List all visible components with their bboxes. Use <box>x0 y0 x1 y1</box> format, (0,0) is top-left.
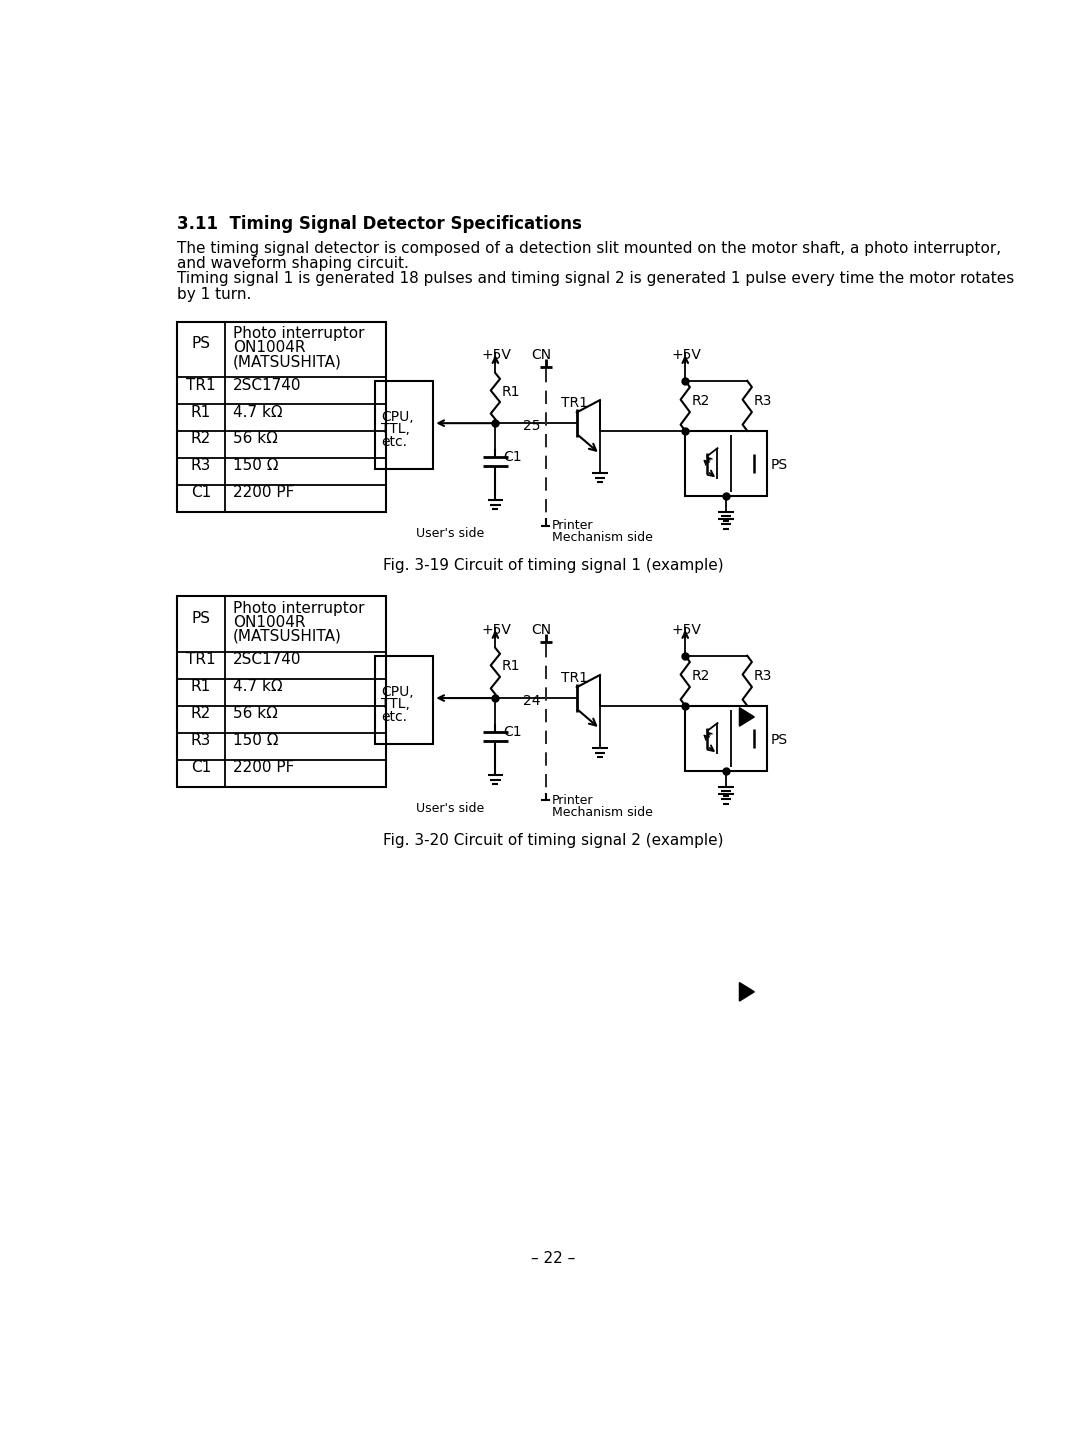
Text: User's side: User's side <box>416 527 484 540</box>
Text: Photo interruptor: Photo interruptor <box>232 326 364 342</box>
Text: 25: 25 <box>523 419 540 434</box>
Text: and waveform shaping circuit.: and waveform shaping circuit. <box>177 256 408 271</box>
Text: TTL,: TTL, <box>381 422 410 437</box>
Text: CN: CN <box>531 349 551 363</box>
Text: User's side: User's side <box>416 803 484 816</box>
Text: by 1 turn.: by 1 turn. <box>177 287 252 301</box>
Text: +5V: +5V <box>482 349 511 363</box>
Text: 2SC1740: 2SC1740 <box>232 653 301 667</box>
Text: Fig. 3-19 Circuit of timing signal 1 (example): Fig. 3-19 Circuit of timing signal 1 (ex… <box>383 558 724 574</box>
Bar <box>177 597 387 787</box>
Text: CPU,: CPU, <box>381 411 414 424</box>
Text: – 22 –: – 22 – <box>531 1251 576 1267</box>
Text: R1: R1 <box>501 660 521 673</box>
Text: Mechanism side: Mechanism side <box>552 806 652 818</box>
Text: 150 Ω: 150 Ω <box>232 458 279 474</box>
Text: 4.7 kΩ: 4.7 kΩ <box>232 679 282 695</box>
Text: Fig. 3-20 Circuit of timing signal 2 (example): Fig. 3-20 Circuit of timing signal 2 (ex… <box>383 833 724 847</box>
Text: Photo interruptor: Photo interruptor <box>232 601 364 617</box>
Text: R1: R1 <box>191 679 211 695</box>
Text: 56 kΩ: 56 kΩ <box>232 431 278 447</box>
Text: R3: R3 <box>754 395 772 408</box>
Text: 2200 PF: 2200 PF <box>232 761 294 775</box>
Text: TR1: TR1 <box>562 672 589 684</box>
Polygon shape <box>740 983 754 1001</box>
Text: +5V: +5V <box>672 349 701 363</box>
Text: ON1004R: ON1004R <box>232 340 306 356</box>
Text: C1: C1 <box>191 761 211 775</box>
Text: Mechanism side: Mechanism side <box>552 530 652 543</box>
Text: R1: R1 <box>501 385 521 399</box>
Text: R3: R3 <box>191 458 211 474</box>
Bar <box>375 380 433 470</box>
Text: C1: C1 <box>191 486 211 500</box>
Text: R3: R3 <box>191 733 211 748</box>
Text: +5V: +5V <box>482 624 511 637</box>
Text: ON1004R: ON1004R <box>232 615 306 630</box>
Text: 4.7 kΩ: 4.7 kΩ <box>232 405 282 419</box>
Text: TTL,: TTL, <box>381 697 410 712</box>
Text: The timing signal detector is composed of a detection slit mounted on the motor : The timing signal detector is composed o… <box>177 241 1001 255</box>
Text: PS: PS <box>191 336 211 352</box>
Text: +5V: +5V <box>672 624 701 637</box>
Text: 2SC1740: 2SC1740 <box>232 378 301 392</box>
Text: etc.: etc. <box>381 435 407 448</box>
Text: (MATSUSHITA): (MATSUSHITA) <box>232 354 341 369</box>
Text: 150 Ω: 150 Ω <box>232 733 279 748</box>
Text: TR1: TR1 <box>186 378 216 392</box>
Bar <box>685 706 767 771</box>
Text: C1: C1 <box>503 450 522 464</box>
Text: CPU,: CPU, <box>381 684 414 699</box>
Polygon shape <box>740 708 754 726</box>
Text: R1: R1 <box>191 405 211 419</box>
Text: Printer: Printer <box>552 794 593 807</box>
Bar <box>177 321 387 512</box>
Text: Timing signal 1 is generated 18 pulses and timing signal 2 is generated 1 pulse : Timing signal 1 is generated 18 pulses a… <box>177 271 1014 287</box>
Text: TR1: TR1 <box>562 396 589 411</box>
Text: 24: 24 <box>523 695 540 708</box>
Text: R2: R2 <box>191 431 211 447</box>
Text: 3.11  Timing Signal Detector Specifications: 3.11 Timing Signal Detector Specificatio… <box>177 215 582 233</box>
Text: 2200 PF: 2200 PF <box>232 486 294 500</box>
Text: etc.: etc. <box>381 709 407 723</box>
Text: CN: CN <box>531 624 551 637</box>
Text: Printer: Printer <box>552 519 593 532</box>
Text: R2: R2 <box>691 669 710 683</box>
Text: (MATSUSHITA): (MATSUSHITA) <box>232 628 341 644</box>
Text: TR1: TR1 <box>186 653 216 667</box>
Text: PS: PS <box>770 458 787 473</box>
Text: R3: R3 <box>754 669 772 683</box>
Bar <box>375 656 433 744</box>
Bar <box>685 431 767 496</box>
Text: PS: PS <box>770 733 787 746</box>
Text: 56 kΩ: 56 kΩ <box>232 706 278 722</box>
Text: R2: R2 <box>691 395 710 408</box>
Text: PS: PS <box>191 611 211 627</box>
Text: C1: C1 <box>503 725 522 739</box>
Text: R2: R2 <box>191 706 211 722</box>
